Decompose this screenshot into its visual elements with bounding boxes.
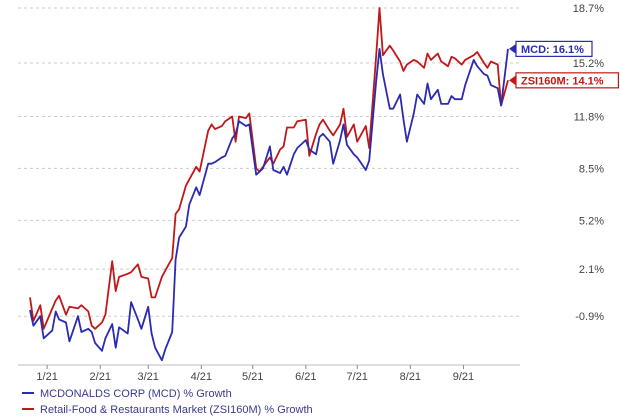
legend: MCDONALDS CORP (MCD) % Growth Retail-Foo… bbox=[22, 388, 313, 416]
x-axis-ticks: 1/21 2/21 3/21 4/21 5/21 6/21 7/21 8/21 9/21 bbox=[36, 365, 474, 383]
mcd-callout: MCD: 16.1% bbox=[509, 40, 593, 57]
y-tick-label: 15.2% bbox=[573, 58, 604, 70]
callout-pointer bbox=[509, 43, 516, 54]
callout-box bbox=[515, 72, 620, 89]
y-tick-label: -0.9% bbox=[575, 311, 604, 323]
x-tick-label: 5/21 bbox=[242, 371, 263, 383]
x-tick-label: 4/21 bbox=[191, 371, 212, 383]
x-tick-label: 6/21 bbox=[295, 371, 316, 383]
x-tick-label: 1/21 bbox=[36, 371, 57, 383]
legend-label-zsi160m: Retail-Food & Restaurants Market (ZSI160… bbox=[40, 404, 313, 416]
callout-label: MCD: 16.1% bbox=[521, 44, 584, 56]
callout-pointer bbox=[509, 75, 516, 86]
callout-label: ZSI160M: 14.1% bbox=[521, 75, 604, 87]
callout-box bbox=[515, 40, 593, 57]
mcd-series-line bbox=[29, 48, 509, 362]
series-lines bbox=[29, 7, 509, 362]
zsi160m-series-line bbox=[29, 7, 509, 330]
x-tick-label: 8/21 bbox=[400, 371, 421, 383]
y-axis-ticks: 18.7% 15.2% 11.8% 8.5% 5.2% 2.1% -0.9% bbox=[573, 3, 604, 323]
value-callouts: MCD: 16.1% ZSI160M: 14.1% bbox=[509, 40, 620, 89]
x-tick-label: 2/21 bbox=[90, 371, 111, 383]
y-tick-label: 2.1% bbox=[579, 264, 604, 276]
y-tick-label: 11.8% bbox=[574, 112, 605, 124]
y-tick-label: 18.7% bbox=[573, 3, 604, 15]
x-tick-label: 9/21 bbox=[453, 371, 474, 383]
y-tick-label: 8.5% bbox=[579, 163, 604, 175]
y-tick-label: 5.2% bbox=[579, 215, 604, 227]
x-tick-label: 3/21 bbox=[138, 371, 159, 383]
zsi160m-callout: ZSI160M: 14.1% bbox=[509, 72, 620, 89]
legend-label-mcd: MCDONALDS CORP (MCD) % Growth bbox=[40, 388, 232, 400]
x-tick-label: 7/21 bbox=[347, 371, 368, 383]
